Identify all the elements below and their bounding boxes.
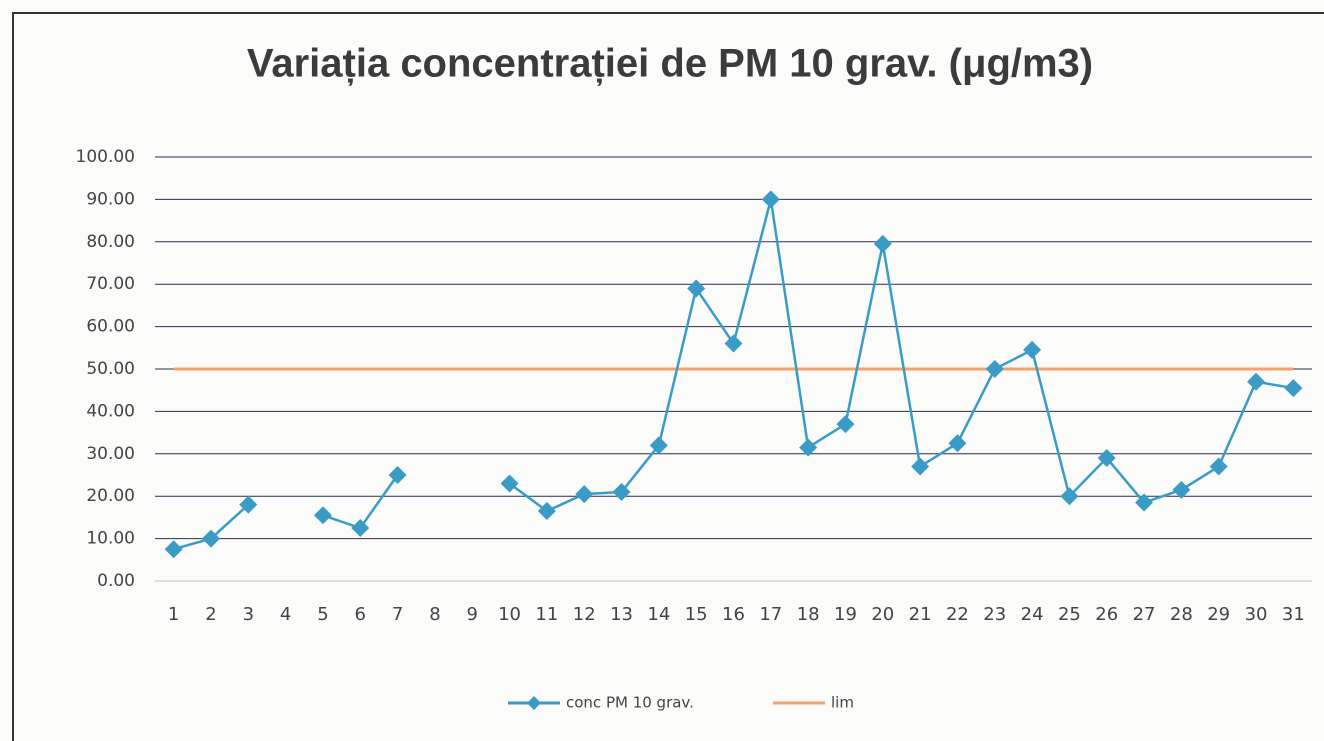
x-tick-label: 15 [685, 604, 708, 625]
x-tick-label: 17 [759, 604, 782, 625]
data-marker [836, 415, 855, 434]
x-tick-label: 19 [834, 604, 857, 625]
x-tick-label: 21 [909, 604, 932, 625]
x-tick-label: 1 [168, 604, 179, 625]
data-marker [1097, 449, 1116, 468]
data-marker [873, 234, 892, 253]
x-tick-label: 24 [1021, 604, 1044, 625]
x-tick-label: 6 [355, 604, 366, 625]
chart-frame [12, 12, 1324, 741]
data-marker [1284, 379, 1303, 398]
x-tick-label: 29 [1207, 604, 1230, 625]
data-marker [388, 466, 407, 484]
data-marker [351, 519, 370, 537]
x-tick-label: 13 [610, 604, 633, 625]
chart-title: Variația concentrației de PM 10 grav. (μ… [247, 42, 1093, 86]
y-tick-label: 30.00 [86, 444, 135, 464]
x-tick-label: 26 [1095, 604, 1118, 625]
data-marker [799, 438, 818, 457]
legend-label: conc PM 10 grav. [566, 694, 694, 712]
data-marker [201, 529, 220, 548]
data-marker [612, 482, 631, 501]
x-tick-label: 12 [573, 604, 596, 625]
x-tick-label: 28 [1170, 604, 1193, 625]
x-tick-label: 30 [1245, 604, 1268, 625]
x-tick-label: 9 [467, 604, 478, 625]
x-tick-label: 3 [243, 604, 254, 625]
data-marker [239, 495, 258, 514]
x-tick-label: 31 [1282, 604, 1305, 625]
x-tick-label: 11 [535, 604, 558, 625]
x-tick-label: 22 [946, 604, 969, 625]
data-marker [164, 540, 183, 559]
data-marker [1209, 457, 1228, 476]
data-marker [724, 334, 743, 353]
y-tick-label: 100.00 [76, 147, 135, 167]
data-marker [1135, 493, 1154, 512]
x-tick-label: 10 [498, 604, 521, 625]
x-tick-label: 8 [429, 604, 440, 625]
data-marker [575, 485, 594, 504]
data-marker [1023, 340, 1042, 359]
y-tick-label: 20.00 [86, 486, 135, 506]
x-tick-label: 23 [983, 604, 1006, 625]
x-tick-label: 25 [1058, 604, 1081, 625]
data-marker [948, 434, 967, 453]
data-marker [985, 360, 1004, 378]
data-marker [1247, 372, 1266, 391]
data-marker [1060, 487, 1079, 506]
x-tick-label: 18 [797, 604, 820, 625]
x-tick-label: 5 [317, 604, 328, 625]
legend-marker [527, 696, 541, 710]
data-marker [687, 279, 706, 298]
legend-label: lim [831, 694, 854, 712]
data-marker [500, 474, 519, 493]
data-marker [911, 457, 930, 476]
x-tick-label: 7 [392, 604, 403, 625]
y-tick-label: 90.00 [86, 189, 135, 209]
data-marker [649, 436, 668, 455]
data-marker [537, 502, 556, 521]
y-tick-label: 50.00 [86, 359, 135, 379]
x-tick-label: 4 [280, 604, 291, 625]
y-tick-label: 80.00 [86, 232, 135, 252]
data-marker [761, 190, 780, 209]
y-tick-label: 40.00 [86, 401, 135, 421]
data-marker [1172, 480, 1191, 499]
y-tick-label: 10.00 [86, 529, 135, 549]
x-tick-label: 16 [722, 604, 745, 625]
x-tick-label: 14 [647, 604, 670, 625]
y-tick-label: 0.00 [97, 571, 135, 591]
x-tick-label: 27 [1133, 604, 1156, 625]
y-tick-label: 60.00 [86, 317, 135, 337]
y-tick-label: 70.00 [86, 274, 135, 294]
x-tick-label: 20 [871, 604, 894, 625]
x-tick-label: 2 [205, 604, 216, 625]
data-marker [313, 506, 332, 525]
